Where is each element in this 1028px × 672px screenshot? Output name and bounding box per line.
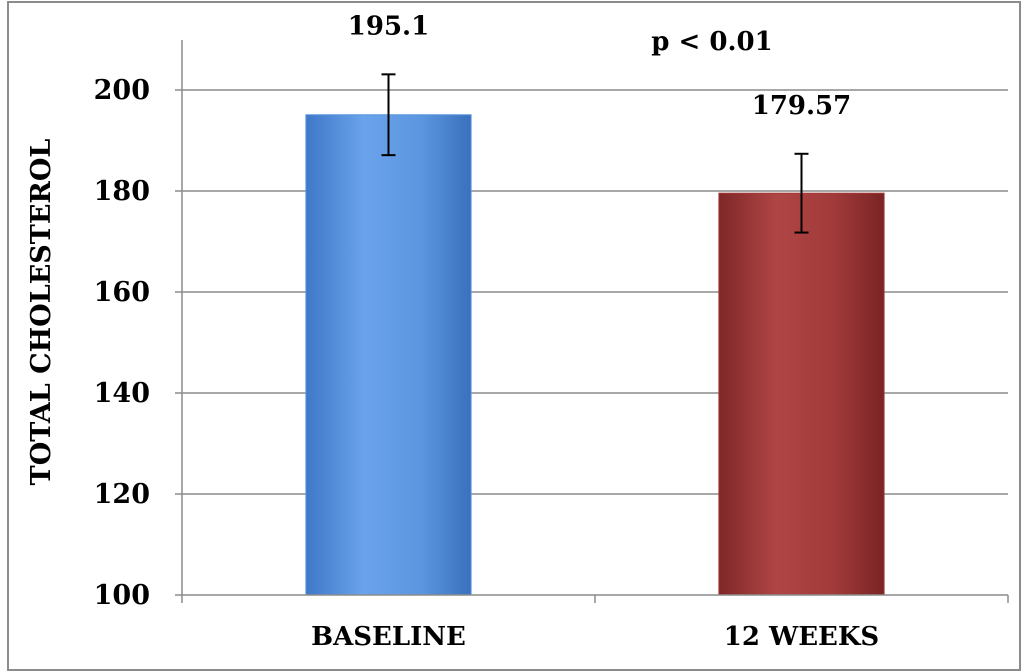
y-tick-label-180: 180 — [94, 176, 150, 207]
chart-frame — [7, 1, 1021, 671]
data-labels: 195.1 179.57 — [348, 11, 851, 120]
y-tick-labels: 100 120 140 160 180 200 — [94, 75, 150, 611]
axes — [175, 40, 1009, 603]
bar-12-weeks — [718, 192, 885, 596]
y-tick-label-100: 100 — [94, 580, 150, 611]
x-tick-label-baseline: BASELINE — [311, 622, 466, 652]
bars — [305, 114, 885, 596]
error-bars — [381, 73, 809, 234]
y-tick-label-200: 200 — [94, 75, 150, 106]
x-tick-labels: BASELINE 12 WEEKS — [311, 622, 879, 652]
y-axis-title: TOTAL CHOLESTEROL — [26, 139, 57, 486]
y-tick-label-120: 120 — [94, 479, 150, 510]
p-value-annotation: p < 0.01 — [651, 27, 772, 57]
bar-baseline — [305, 114, 472, 596]
x-tick-label-12-weeks: 12 WEEKS — [724, 622, 879, 652]
y-tick-label-160: 160 — [94, 277, 150, 308]
data-label-12-weeks: 179.57 — [752, 91, 852, 121]
y-tick-label-140: 140 — [94, 378, 150, 409]
data-label-baseline: 195.1 — [348, 11, 429, 41]
